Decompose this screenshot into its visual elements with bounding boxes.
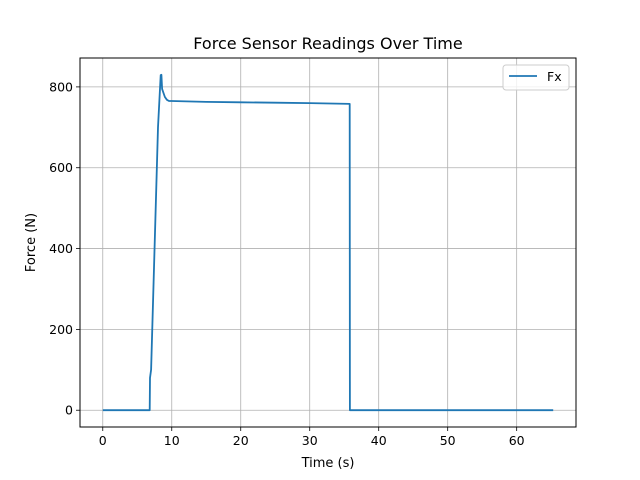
legend-label-fx: Fx	[547, 69, 562, 84]
legend: Fx	[502, 64, 570, 91]
y-tick-label: 800	[49, 79, 73, 94]
series-line-fx	[102, 73, 554, 412]
y-tick-label: 200	[49, 322, 73, 337]
plot-area-frame	[79, 57, 577, 428]
x-tick-label: 50	[440, 433, 456, 448]
legend-box	[502, 64, 570, 91]
x-tick-label: 60	[509, 433, 525, 448]
y-tick-label: 600	[49, 160, 73, 175]
x-tick-label: 20	[233, 433, 249, 448]
y-axis-label: Force (N)	[24, 213, 39, 272]
y-tick-label: 400	[49, 241, 73, 256]
x-tick-label: 0	[99, 433, 107, 448]
x-tick-label: 10	[164, 433, 180, 448]
x-tick-label: 30	[302, 433, 318, 448]
chart-title: Force Sensor Readings Over Time	[193, 34, 462, 53]
x-tick-label: 40	[371, 433, 387, 448]
grid-lines	[80, 58, 576, 427]
x-axis-label: Time (s)	[301, 456, 355, 471]
series-layer	[102, 73, 554, 412]
y-tick-label: 0	[65, 403, 73, 418]
